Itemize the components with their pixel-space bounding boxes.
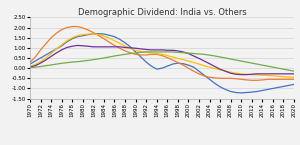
Thailand [292, 76, 296, 78]
PRC [287, 85, 290, 86]
Thailand [118, 42, 122, 44]
South Korea [70, 26, 74, 27]
South Korea [224, 77, 227, 79]
South Korea [92, 32, 95, 33]
PRC [292, 84, 296, 85]
Vietnam [76, 45, 79, 46]
South Korea [208, 76, 211, 78]
Vietnam [118, 46, 122, 48]
Vietnam [224, 70, 227, 72]
Thailand [113, 40, 116, 42]
South Korea [118, 47, 122, 49]
Thailand [92, 33, 95, 35]
Vietnam [208, 63, 211, 65]
PRC [28, 63, 32, 65]
India [113, 55, 116, 57]
PRC [113, 36, 116, 38]
Line: Vietnam: Vietnam [30, 45, 294, 75]
Vietnam [28, 66, 32, 68]
India [144, 51, 148, 53]
South Korea [292, 78, 296, 80]
India [107, 56, 111, 58]
PRC [97, 33, 101, 35]
PRC [208, 78, 211, 80]
South Korea [250, 79, 253, 81]
Thailand [208, 66, 211, 68]
Vietnam [113, 46, 116, 48]
PRC [239, 92, 243, 94]
Line: India: India [30, 52, 294, 71]
PRC [118, 38, 122, 40]
PRC [86, 34, 90, 36]
Vietnam [292, 73, 296, 75]
India [292, 70, 296, 72]
Legend: PRC, South Korea, Thailand, Vietnam, India: PRC, South Korea, Thailand, Vietnam, Ind… [60, 144, 264, 145]
Line: PRC: PRC [30, 34, 294, 93]
India [208, 54, 211, 56]
India [287, 69, 290, 71]
Thailand [224, 70, 227, 72]
India [28, 67, 32, 69]
Thailand [86, 33, 90, 35]
India [86, 60, 90, 61]
South Korea [113, 45, 116, 46]
Thailand [287, 76, 290, 78]
Vietnam [287, 73, 290, 75]
PRC [224, 89, 227, 90]
India [224, 57, 227, 59]
South Korea [28, 62, 32, 63]
Line: Thailand: Thailand [30, 34, 294, 77]
Vietnam [239, 74, 243, 76]
Title: Demographic Dividend: India vs. Others: Demographic Dividend: India vs. Others [78, 8, 246, 17]
Thailand [28, 66, 32, 67]
South Korea [287, 78, 290, 80]
Line: South Korea: South Korea [30, 27, 294, 80]
Vietnam [92, 46, 95, 48]
